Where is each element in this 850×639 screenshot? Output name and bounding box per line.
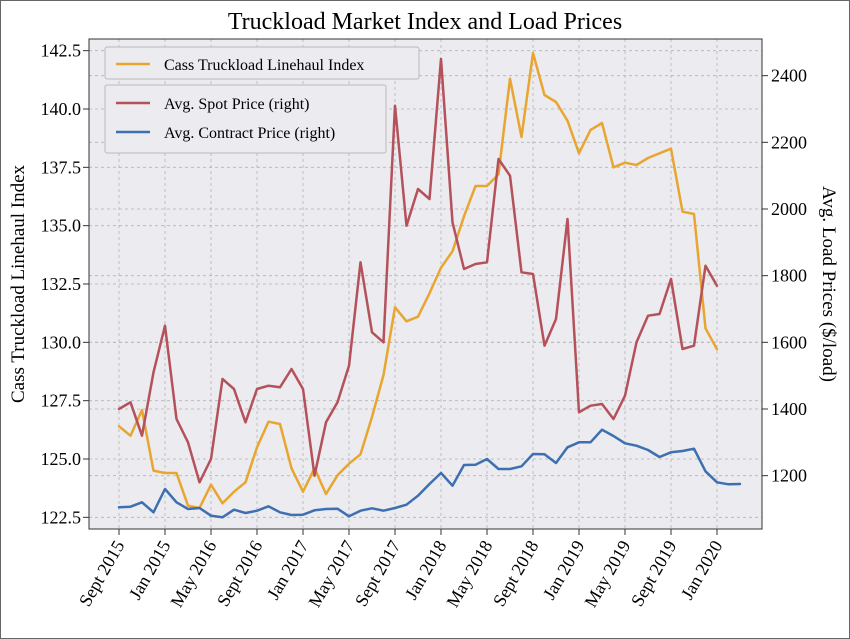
y-left-tick-label-130-0: 130.0 — [41, 332, 82, 352]
grid-layer — [89, 39, 762, 529]
series-line-avg-spot-price-right — [117, 57, 719, 484]
series-line-avg-contract-price-right — [117, 428, 742, 519]
y-left-tick-label-125-0: 125.0 — [41, 449, 82, 469]
y-right-tick-label-1400: 1400 — [771, 399, 807, 419]
y-right-tick-label-1200: 1200 — [771, 466, 807, 486]
y-left-tick-label-140-0: 140.0 — [41, 99, 82, 119]
legend-label-contract-price: Avg. Contract Price (right) — [164, 125, 335, 142]
chart-title: Truckload Market Index and Load Prices — [228, 9, 622, 35]
y-right-tick-label-1800: 1800 — [771, 266, 807, 286]
right-axis-label: Avg. Load Prices ($/load) — [818, 186, 839, 382]
y-left-tick-label-142-5: 142.5 — [41, 41, 82, 61]
y-right-tick-label-1600: 1600 — [771, 332, 807, 352]
series-layer — [117, 51, 742, 519]
y-left-tick-label-135-0: 135.0 — [41, 216, 82, 236]
y-left-tick-label-132-5: 132.5 — [41, 274, 82, 294]
legend-label-spot-price: Avg. Spot Price (right) — [164, 96, 309, 113]
legend-label-cass-index: Cass Truckload Linehaul Index — [164, 57, 364, 74]
y-right-tick-label-2200: 2200 — [771, 132, 807, 152]
legend-frame-primary — [104, 46, 420, 80]
legend-frame-secondary — [104, 84, 387, 154]
left-axis-label: Cass Truckload Linehaul Index — [8, 165, 29, 404]
legend-box-secondary: Avg. Spot Price (right) Avg. Contract Pr… — [104, 84, 387, 154]
y-left-tick-label-122-5: 122.5 — [41, 507, 82, 527]
y-left-tick-label-127-5: 127.5 — [41, 391, 82, 411]
legend-box-primary: Cass Truckload Linehaul Index — [104, 46, 420, 80]
y-right-tick-label-2000: 2000 — [771, 199, 807, 219]
y-right-tick-label-2400: 2400 — [771, 66, 807, 86]
series-line-cass-truckload-linehaul-index — [117, 51, 719, 510]
y-left-tick-label-137-5: 137.5 — [41, 157, 82, 177]
